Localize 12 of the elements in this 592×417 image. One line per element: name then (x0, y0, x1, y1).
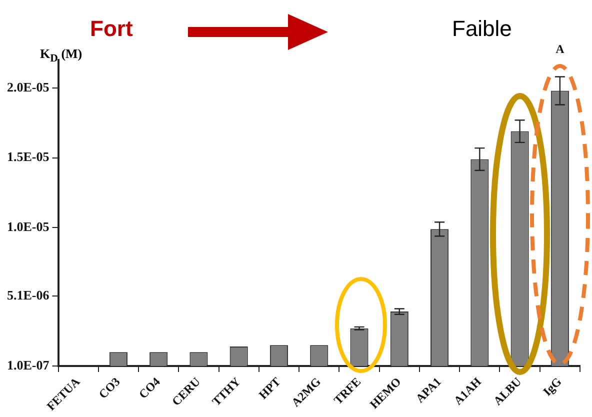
text: Faible (452, 16, 512, 42)
x-tick-label: CO3 (96, 374, 123, 402)
x-tick-label: CO4 (136, 374, 163, 402)
y-tick-label: 5.1E-06 (7, 288, 50, 303)
y-axis-title: K$_{D}$ (M) (40, 46, 82, 65)
text: A (556, 42, 565, 56)
y-tick-label: 1.5E-05 (7, 149, 50, 164)
x-tick-label: IgG (540, 374, 564, 399)
y-tick-label: 2.0E-05 (7, 79, 50, 94)
y-tick-label: 1.0E-07 (7, 357, 50, 372)
text: Fort (90, 16, 133, 42)
y-tick-label: 1.0E-05 (7, 219, 50, 234)
